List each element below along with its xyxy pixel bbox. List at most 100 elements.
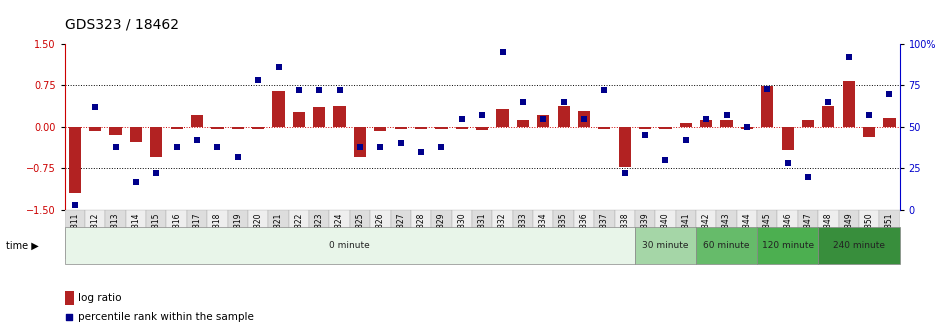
Text: GSM5840: GSM5840 [661,212,670,249]
Point [148,171,164,176]
Point [271,64,286,70]
Bar [639,127,651,129]
Bar [696,227,757,264]
Bar [436,127,448,129]
Bar [227,210,248,259]
Point [414,149,429,155]
Point [556,99,572,104]
Bar [553,210,573,259]
Text: GSM5826: GSM5826 [376,212,385,249]
Bar [89,127,102,131]
Bar [313,108,325,127]
Bar [839,210,859,259]
Point [719,113,734,118]
Point [617,171,632,176]
Text: GSM5830: GSM5830 [457,212,466,249]
Point [535,116,551,121]
Bar [166,210,186,259]
Bar [150,127,163,157]
Bar [680,123,692,127]
Bar [513,210,534,259]
Text: GSM5850: GSM5850 [864,212,874,249]
Bar [65,227,635,264]
Point [821,99,836,104]
Bar [350,210,370,259]
Text: GSM5821: GSM5821 [274,212,283,249]
Bar [537,115,550,127]
Bar [635,227,696,264]
Point [210,144,225,150]
Point [576,116,592,121]
Bar [614,210,635,259]
Point [189,137,204,143]
Point [128,179,144,184]
Point [515,99,531,104]
Bar [594,210,614,259]
Bar [186,210,207,259]
Bar [883,118,896,127]
Bar [863,127,875,137]
Bar [293,112,305,127]
Text: GSM5811: GSM5811 [70,212,79,249]
Point [332,88,347,93]
Bar [655,210,675,259]
Bar [248,210,268,259]
Text: GDS323 / 18462: GDS323 / 18462 [65,18,179,32]
Bar [635,210,655,259]
Bar [65,210,85,259]
Point [801,174,816,179]
Point [739,124,754,130]
Text: GSM5831: GSM5831 [477,212,487,249]
Bar [496,109,509,127]
Text: GSM5812: GSM5812 [90,212,100,249]
Bar [843,81,855,127]
Bar [85,210,106,259]
Text: percentile rank within the sample: percentile rank within the sample [78,312,254,323]
Text: 60 minute: 60 minute [704,241,749,250]
Point [699,116,714,121]
Bar [68,127,81,194]
Bar [472,210,493,259]
Text: GSM5824: GSM5824 [335,212,344,249]
Bar [573,210,594,259]
Bar [191,115,204,127]
Bar [823,106,834,127]
Bar [370,210,391,259]
Text: GSM5844: GSM5844 [743,212,751,249]
Text: GSM5818: GSM5818 [213,212,222,249]
Text: GSM5851: GSM5851 [885,212,894,249]
Point [68,202,83,208]
Point [760,86,775,91]
Point [882,91,897,96]
Bar [798,210,818,259]
Bar [476,127,488,130]
Bar [395,127,407,129]
Text: GSM5837: GSM5837 [600,212,609,249]
Bar [431,210,452,259]
Text: GSM5825: GSM5825 [356,212,364,249]
Text: GSM5817: GSM5817 [192,212,202,249]
Bar [334,106,346,127]
Point [495,49,510,55]
Point [373,144,388,150]
Text: 120 minute: 120 minute [762,241,814,250]
Text: GSM5849: GSM5849 [844,212,853,249]
Text: GSM5847: GSM5847 [804,212,812,249]
Point [658,157,673,163]
Bar [109,127,122,135]
Text: 240 minute: 240 minute [833,241,885,250]
Bar [415,127,427,129]
Bar [741,127,753,129]
Point [596,88,611,93]
Text: GSM5827: GSM5827 [397,212,405,249]
Bar [130,127,142,142]
Bar [452,210,472,259]
Point [455,116,470,121]
Point [312,88,327,93]
Point [230,154,245,160]
Text: GSM5820: GSM5820 [254,212,262,249]
Bar [411,210,431,259]
Text: time ▶: time ▶ [6,240,38,250]
Point [862,113,877,118]
Point [393,141,408,146]
